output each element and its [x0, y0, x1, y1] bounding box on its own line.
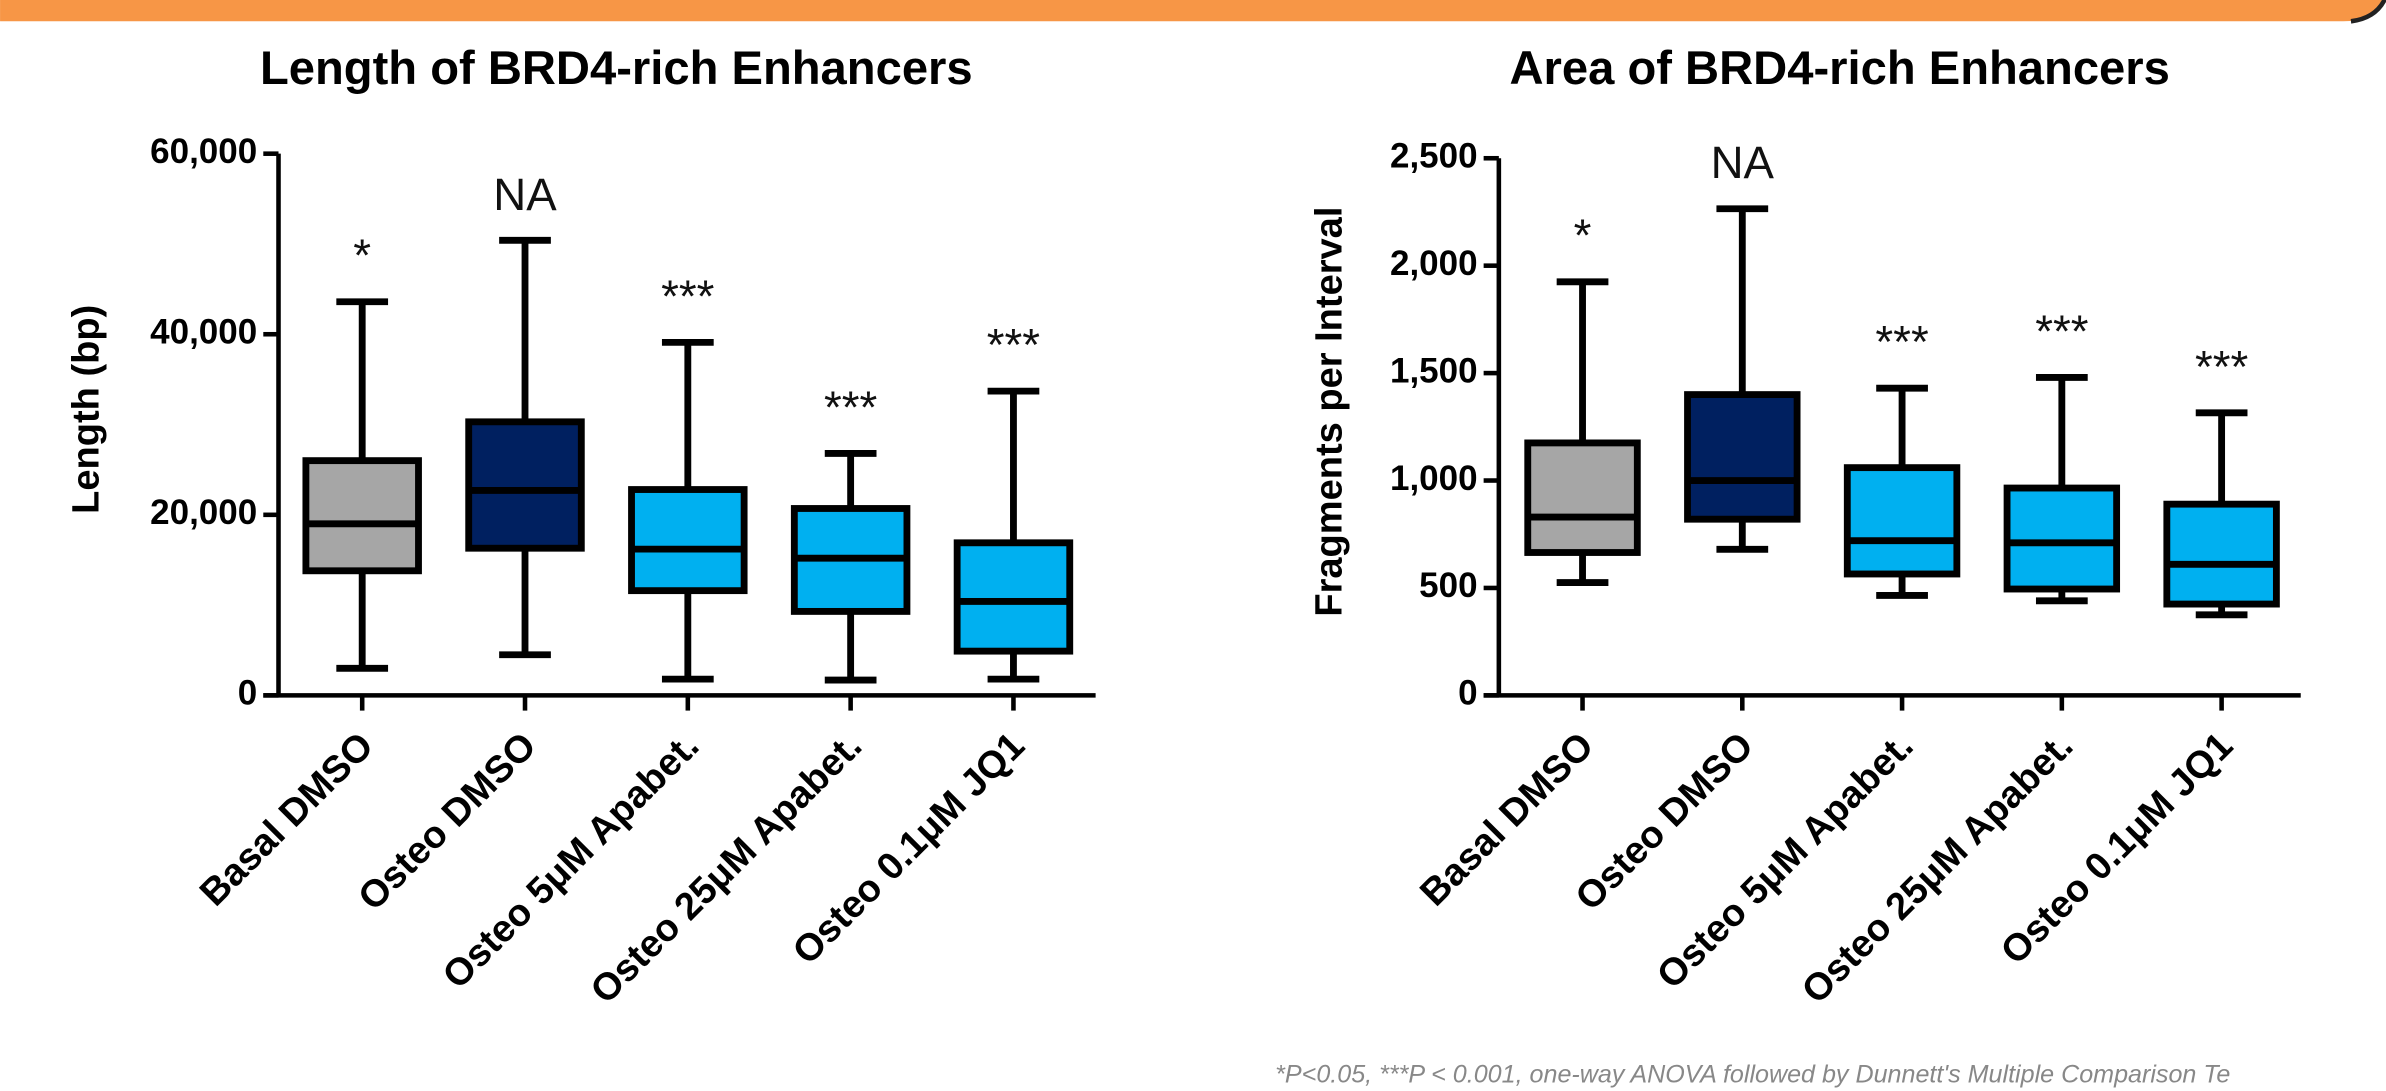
box: [2163, 500, 2280, 608]
chart-title: Length of BRD4-rich Enhancers: [260, 41, 973, 94]
header-bar-edge: [2350, 0, 2386, 24]
y-tick-label: 1,000: [1390, 459, 1478, 498]
annotation: NA: [493, 169, 557, 220]
annotation: ***: [1875, 317, 1929, 368]
x-tick-label: Osteo 25μM Apabet.: [1794, 725, 2081, 1012]
annotation: ***: [2195, 341, 2249, 392]
box-group: *: [302, 230, 422, 672]
y-tick-label: 500: [1419, 566, 1477, 605]
annotation: *: [353, 230, 371, 281]
y-tick-label: 0: [238, 674, 257, 713]
box: [302, 457, 422, 575]
box-group: NA: [465, 169, 585, 659]
y-tick-label: 1,500: [1390, 351, 1478, 390]
box-group: ***: [628, 271, 748, 683]
box-group: *: [1524, 210, 1641, 587]
y-tick-label: 20,000: [150, 493, 257, 532]
annotation: ***: [2035, 306, 2089, 357]
box: [465, 418, 585, 552]
annotation: ***: [824, 382, 878, 433]
box-group: ***: [2163, 341, 2280, 619]
box-group: ***: [953, 320, 1074, 683]
header-bar: [0, 0, 2386, 22]
box: [628, 486, 748, 595]
annotation: ***: [661, 271, 715, 322]
box-group: ***: [2003, 306, 2121, 605]
box: [2003, 484, 2121, 593]
chart-title: Area of BRD4-rich Enhancers: [1510, 41, 2170, 94]
y-axis-label: Fragments per Interval: [1309, 207, 1351, 617]
box-group: ***: [1843, 317, 1961, 599]
y-tick-label: 2,000: [1390, 244, 1478, 283]
box-group: ***: [790, 382, 911, 684]
footnote: *P<0.05, ***P < 0.001, one-way ANOVA fol…: [1275, 1060, 2230, 1088]
y-tick-label: 60,000: [150, 132, 257, 171]
box: [1843, 464, 1961, 578]
y-tick-label: 40,000: [150, 312, 257, 351]
y-tick-label: 2,500: [1390, 136, 1478, 175]
x-tick-label: Osteo 25μM Apabet.: [583, 725, 870, 1012]
box: [953, 539, 1074, 655]
annotation: ***: [987, 320, 1041, 371]
box-group: NA: [1684, 137, 1801, 553]
annotation: *: [1574, 210, 1592, 261]
y-tick-label: 0: [1458, 674, 1477, 713]
y-axis-label: Length (bp): [65, 305, 107, 514]
box: [1524, 439, 1641, 556]
box: [1684, 391, 1801, 523]
annotation: NA: [1711, 137, 1775, 188]
